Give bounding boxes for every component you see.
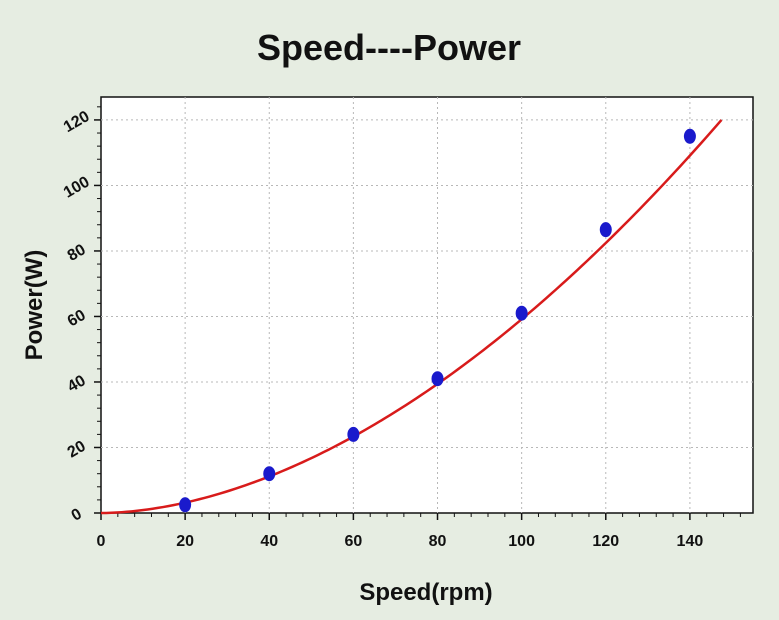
data-point [683, 128, 696, 144]
y-axis-label: Power(W) [21, 250, 48, 361]
x-tick-label: 120 [592, 533, 619, 550]
y-tick-label: 60 [65, 307, 89, 331]
x-axis-label: Speed(rpm) [359, 579, 492, 606]
x-tick-label: 60 [344, 533, 362, 550]
x-tick-label: 140 [677, 533, 704, 550]
x-tick-label: 20 [176, 533, 194, 550]
data-point [179, 497, 192, 513]
fit-curve [100, 119, 723, 515]
y-tick-label: 40 [65, 372, 89, 396]
data-point [515, 305, 528, 321]
y-tick-label: 0 [69, 505, 85, 524]
data-point [263, 466, 276, 482]
y-axis-ticks: 0 20 40 60 80 100 120 [61, 108, 101, 525]
data-points [179, 128, 696, 513]
x-axis-ticks: 0 20 40 60 80 100 120 140 [97, 513, 704, 550]
x-tick-label: 100 [508, 533, 535, 550]
data-point [347, 426, 360, 442]
data-point [431, 371, 444, 387]
y-tick-label: 120 [61, 108, 93, 136]
y-tick-label: 20 [65, 438, 89, 462]
y-tick-label: 80 [65, 241, 89, 265]
grid-lines [101, 97, 753, 513]
x-tick-label: 80 [429, 533, 447, 550]
plot-area [100, 96, 754, 514]
x-tick-label: 40 [260, 533, 278, 550]
data-point [599, 222, 612, 238]
chart-title: Speed----Power [257, 27, 521, 68]
x-tick-label: 0 [97, 533, 106, 550]
minor-ticks [97, 106, 741, 517]
y-tick-label: 100 [61, 173, 93, 201]
